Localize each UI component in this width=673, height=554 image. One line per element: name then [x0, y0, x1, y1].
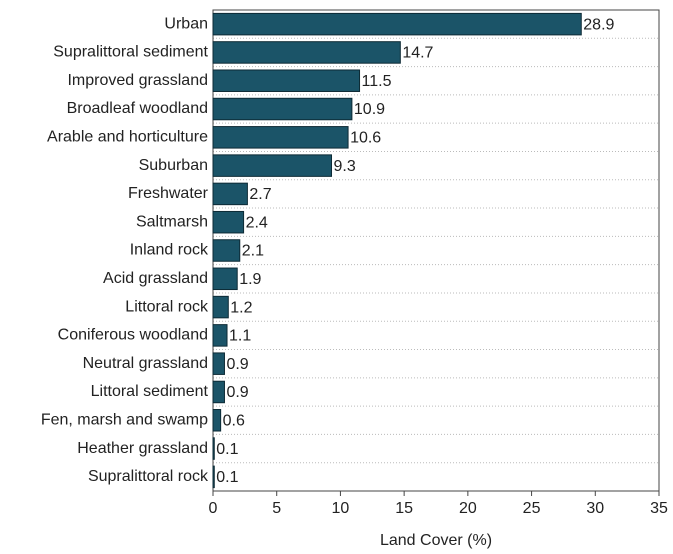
value-label: 2.7 — [249, 186, 271, 203]
y-tick-label: Acid grassland — [103, 270, 208, 287]
bar — [212, 154, 333, 177]
x-tick-label: 35 — [650, 500, 668, 517]
value-label: 9.3 — [334, 158, 356, 175]
value-label: 2.4 — [246, 214, 268, 231]
y-tick-label: Littoral sediment — [91, 383, 209, 400]
x-tick-label: 5 — [272, 500, 281, 517]
y-tick-label: Broadleaf woodland — [67, 100, 208, 117]
bar — [212, 210, 245, 234]
y-tick-label: Saltmarsh — [136, 213, 208, 230]
x-tick-label: 20 — [459, 500, 477, 517]
value-label: 10.9 — [354, 101, 385, 118]
y-tick-label: Supralittoral rock — [88, 468, 209, 485]
x-tick-label: 15 — [395, 500, 413, 517]
y-tick-label: Heather grassland — [77, 440, 208, 457]
y-tick-label: Arable and horticulture — [47, 129, 208, 146]
y-tick-label: Supralittoral sediment — [53, 44, 208, 61]
bar — [212, 12, 582, 36]
bar — [212, 182, 248, 206]
y-tick-label: Urban — [164, 15, 208, 32]
y-tick-label: Neutral grassland — [83, 355, 208, 372]
value-label: 1.9 — [239, 271, 261, 288]
y-tick-label: Freshwater — [128, 185, 209, 202]
y-tick-label: Improved grassland — [67, 72, 208, 89]
value-label: 10.6 — [350, 130, 381, 147]
value-label: 28.9 — [583, 16, 614, 33]
x-tick-label: 0 — [209, 500, 218, 517]
bar — [212, 380, 225, 404]
y-tick-label: Fen, marsh and swamp — [41, 411, 208, 428]
bar — [212, 437, 215, 460]
value-label: 11.5 — [362, 73, 392, 90]
value-label: 2.1 — [242, 243, 264, 260]
bar — [212, 324, 228, 347]
y-tick-label: Inland rock — [130, 242, 209, 259]
value-label: 0.9 — [226, 356, 248, 373]
x-tick-label: 30 — [586, 500, 604, 517]
x-tick-label: 25 — [523, 500, 541, 517]
value-label: 1.1 — [229, 328, 251, 345]
bar — [212, 267, 238, 291]
bar — [212, 126, 349, 149]
y-tick-label: Suburban — [139, 157, 208, 174]
y-tick-label: Littoral rock — [125, 298, 209, 315]
y-tick-label: Coniferous woodland — [58, 327, 208, 344]
bar — [212, 295, 229, 319]
bar — [212, 69, 361, 92]
bar — [212, 239, 241, 262]
value-label: 1.2 — [230, 299, 252, 316]
value-label: 0.6 — [223, 412, 245, 429]
bar — [212, 352, 225, 375]
bar — [212, 41, 401, 64]
bar — [212, 409, 222, 432]
value-label: 14.7 — [402, 45, 433, 62]
x-tick-label: 10 — [332, 500, 350, 517]
bar — [212, 465, 215, 489]
value-label: 0.1 — [216, 441, 238, 458]
value-label: 0.1 — [216, 469, 238, 486]
value-label: 0.9 — [226, 384, 248, 401]
x-axis-label: Land Cover (%) — [380, 532, 492, 549]
bar — [212, 97, 353, 121]
